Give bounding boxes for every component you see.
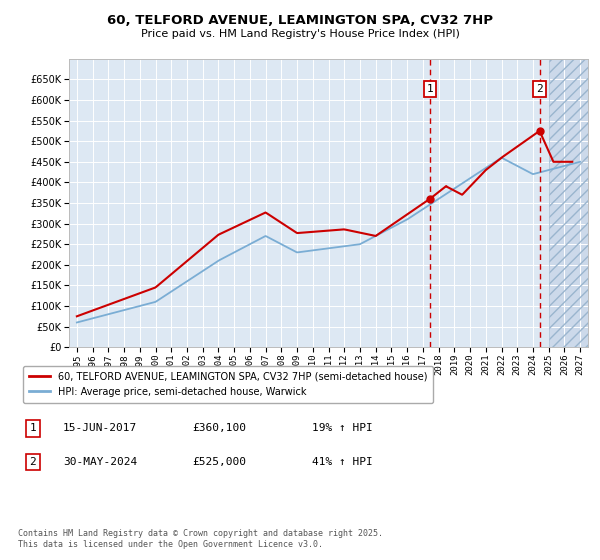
Text: 41% ↑ HPI: 41% ↑ HPI — [312, 457, 373, 467]
Text: 19% ↑ HPI: 19% ↑ HPI — [312, 423, 373, 433]
Text: 1: 1 — [29, 423, 37, 433]
Text: Price paid vs. HM Land Registry's House Price Index (HPI): Price paid vs. HM Land Registry's House … — [140, 29, 460, 39]
Text: 15-JUN-2017: 15-JUN-2017 — [63, 423, 137, 433]
Bar — [548, 59, 588, 347]
Text: 1: 1 — [427, 84, 433, 94]
Text: 2: 2 — [29, 457, 37, 467]
Text: £525,000: £525,000 — [192, 457, 246, 467]
Text: Contains HM Land Registry data © Crown copyright and database right 2025.
This d: Contains HM Land Registry data © Crown c… — [18, 529, 383, 549]
Text: 60, TELFORD AVENUE, LEAMINGTON SPA, CV32 7HP: 60, TELFORD AVENUE, LEAMINGTON SPA, CV32… — [107, 14, 493, 27]
Text: £360,100: £360,100 — [192, 423, 246, 433]
Bar — [548, 59, 588, 347]
Legend: 60, TELFORD AVENUE, LEAMINGTON SPA, CV32 7HP (semi-detached house), HPI: Average: 60, TELFORD AVENUE, LEAMINGTON SPA, CV32… — [23, 366, 433, 403]
Text: 30-MAY-2024: 30-MAY-2024 — [63, 457, 137, 467]
Text: 2: 2 — [536, 84, 543, 94]
